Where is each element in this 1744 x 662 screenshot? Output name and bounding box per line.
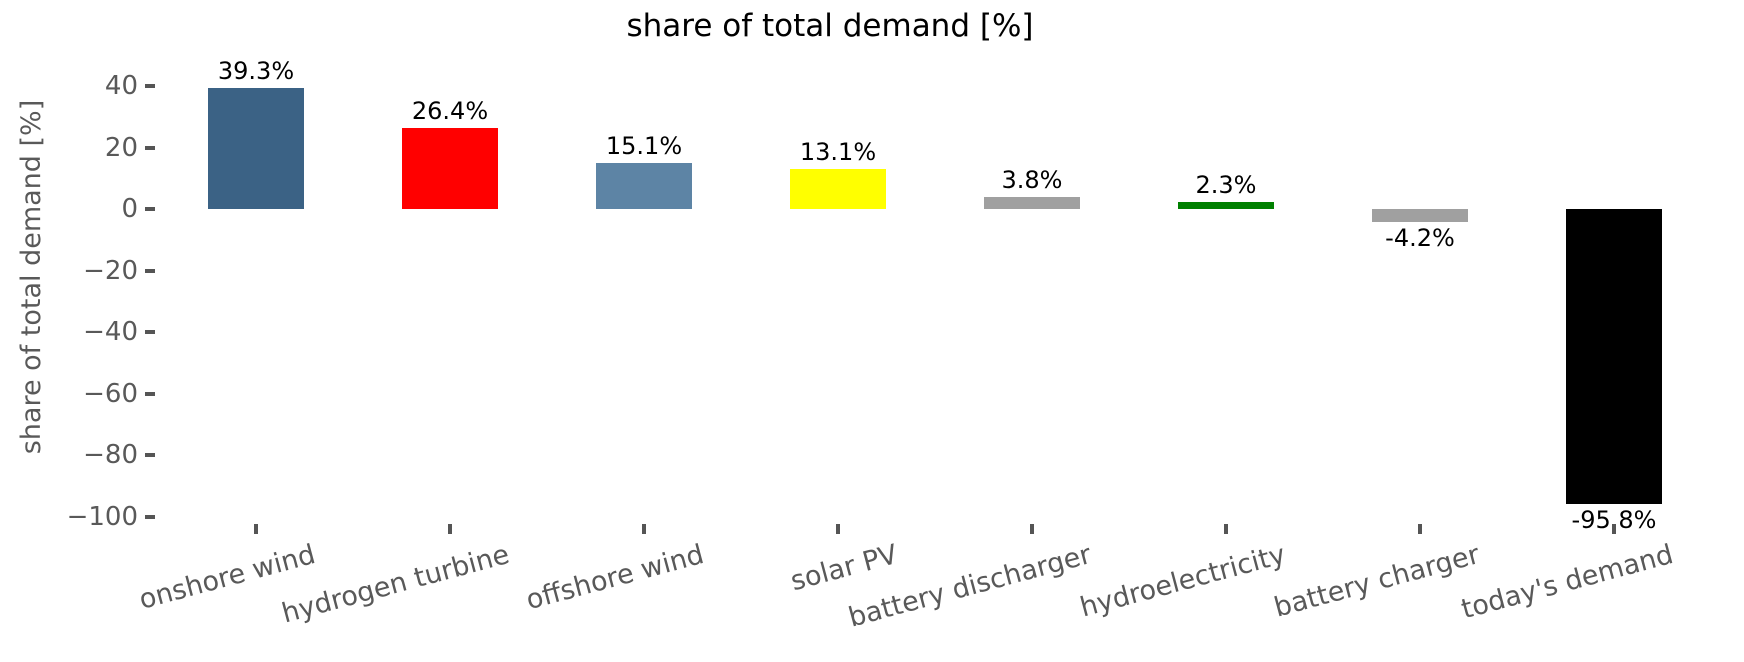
x-tick-label-solar-pv: solar PV xyxy=(787,539,901,598)
bar-solar-pv xyxy=(790,168,886,209)
bar-hydrogen-turbine xyxy=(402,127,498,209)
bar-today-s-demand xyxy=(1566,209,1662,504)
bar-offshore-wind xyxy=(596,162,692,209)
x-tick-hydroelectricity xyxy=(1224,524,1228,534)
y-tick-label--60: −60 xyxy=(83,378,138,409)
y-tick--40 xyxy=(145,330,155,334)
x-tick-label-hydroelectricity: hydroelectricity xyxy=(1076,539,1289,624)
value-label-solar-pv: 13.1% xyxy=(799,137,877,166)
y-tick-40 xyxy=(145,84,155,88)
bar-onshore-wind xyxy=(208,88,304,209)
x-tick-solar-pv xyxy=(836,524,840,534)
value-label-hydrogen-turbine: 26.4% xyxy=(411,96,489,125)
y-tick--20 xyxy=(145,268,155,273)
y-tick-label--40: −40 xyxy=(83,317,138,347)
bar-battery-charger xyxy=(1372,209,1468,222)
value-label-onshore-wind: 39.3% xyxy=(217,57,295,86)
y-tick--60 xyxy=(145,391,155,396)
x-tick-label-today-s-demand: today's demand xyxy=(1458,539,1677,626)
bar-battery-discharger xyxy=(984,197,1080,209)
y-tick-label-20: 20 xyxy=(104,132,138,163)
y-tick-label-40: 40 xyxy=(104,71,138,101)
y-tick-label--100: −100 xyxy=(66,501,138,532)
value-label-hydroelectricity: 2.3% xyxy=(1195,170,1257,199)
y-tick-0 xyxy=(145,207,155,211)
y-tick-label--80: −80 xyxy=(83,440,138,470)
x-tick-today-s-demand xyxy=(1612,524,1616,534)
value-label-battery-charger: -4.2% xyxy=(1385,223,1455,252)
y-tick-20 xyxy=(145,145,155,150)
x-tick-label-battery-charger: battery charger xyxy=(1270,539,1483,624)
y-tick-label-0: 0 xyxy=(121,194,138,224)
x-tick-hydrogen-turbine xyxy=(448,524,452,534)
x-tick-battery-charger xyxy=(1418,524,1422,534)
value-label-battery-discharger: 3.8% xyxy=(1001,166,1063,195)
value-label-offshore-wind: 15.1% xyxy=(605,131,683,160)
chart-title: share of total demand [%] xyxy=(626,8,1034,44)
x-tick-offshore-wind xyxy=(642,524,646,534)
y-tick--100 xyxy=(145,514,155,519)
x-tick-label-offshore-wind: offshore wind xyxy=(522,539,707,617)
bar-hydroelectricity xyxy=(1178,201,1274,209)
y-tick-label--20: −20 xyxy=(83,255,138,286)
y-tick--80 xyxy=(145,453,155,457)
x-tick-onshore-wind xyxy=(254,524,258,534)
x-tick-battery-discharger xyxy=(1030,524,1034,534)
